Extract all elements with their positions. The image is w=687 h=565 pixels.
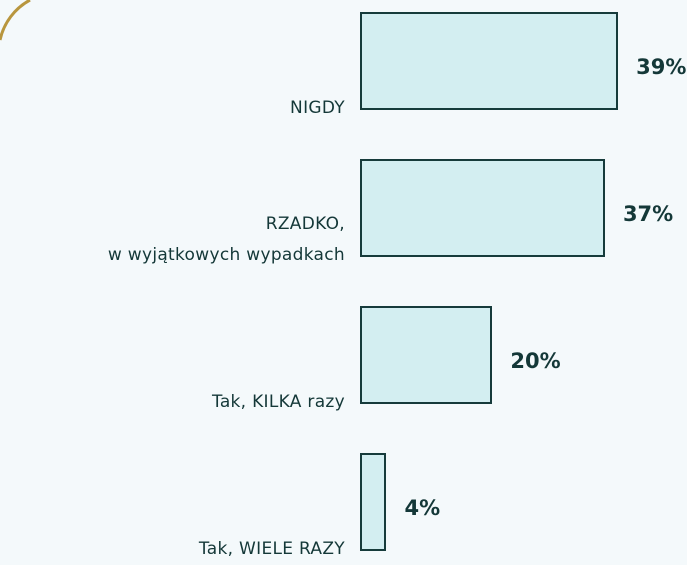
value-label: 20%	[510, 349, 561, 373]
category-label: NIGDY	[290, 98, 345, 118]
bar	[360, 453, 387, 551]
value-label: 4%	[404, 496, 441, 520]
bar	[360, 159, 605, 257]
value-label: 37%	[622, 202, 674, 226]
category-label: Tak, WIELE RAZY	[198, 539, 345, 559]
bar	[360, 12, 619, 110]
value-label: 39%	[636, 55, 687, 79]
category-label: RZADKO, w wyjątkowych wypadkach	[107, 214, 345, 265]
decoration	[0, 0, 31, 41]
bar	[360, 306, 493, 404]
category-label: Tak, KILKA razy	[211, 392, 345, 412]
